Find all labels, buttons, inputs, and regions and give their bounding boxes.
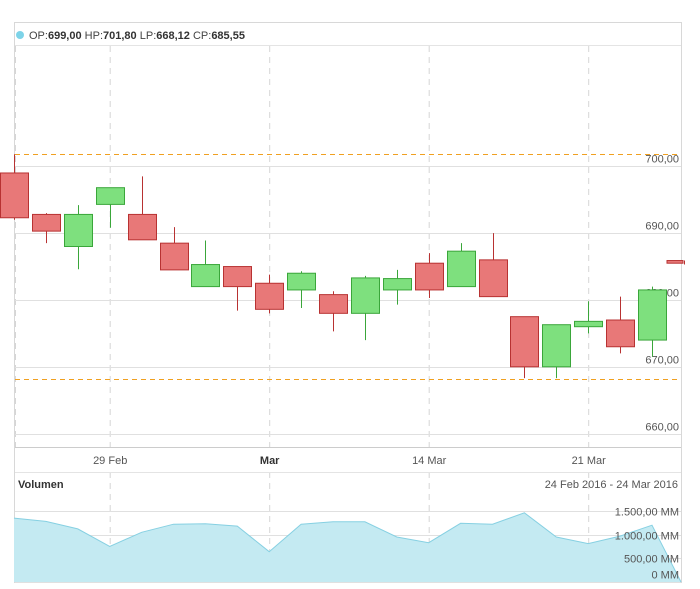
y-tick-label: 670,00 (645, 355, 679, 367)
candle-body (223, 266, 252, 288)
candle[interactable] (447, 243, 476, 288)
candle-body (96, 187, 125, 205)
candles (0, 154, 685, 379)
y-tick-label: 660,00 (645, 422, 679, 434)
candle[interactable] (191, 240, 220, 288)
volume-y-tick-label: 0 MM (652, 570, 680, 582)
candle[interactable] (255, 274, 284, 314)
candle-body (191, 264, 220, 288)
candle[interactable] (574, 301, 603, 334)
candle-body (383, 278, 412, 291)
candle-body (351, 277, 380, 314)
candle-body (447, 250, 476, 288)
volume-y-tick-label: 500,00 MM (624, 554, 679, 566)
candle[interactable] (64, 205, 93, 270)
candle-body (128, 213, 157, 241)
x-tick-label: Mar (260, 455, 280, 467)
candle[interactable] (287, 271, 316, 308)
low-price-label: LP: (140, 30, 157, 42)
candle-body (606, 319, 635, 348)
candle-body (255, 282, 284, 310)
candle-body (510, 316, 539, 368)
candle[interactable] (542, 324, 571, 379)
candle-body (542, 324, 571, 368)
candle[interactable] (160, 227, 189, 271)
candle[interactable] (383, 269, 412, 305)
candle[interactable] (415, 253, 444, 298)
high-price-value: 701,80 (103, 30, 137, 42)
volume-area (13, 512, 682, 583)
volume-y-tick-label: 1.500,00 MM (615, 507, 679, 519)
volume-y-axis: 1.500,00 MM 1.000,00 MM 500,00 MM 0 MM (615, 507, 679, 582)
candle[interactable] (96, 187, 125, 228)
candle[interactable] (351, 275, 380, 341)
price-reference-lines (15, 154, 681, 380)
high-price-label: HP: (85, 30, 103, 42)
ohlc-readout: OP:699,00 HP:701,80 LP:668,12 CP:685,55 (29, 30, 245, 42)
candle-body (479, 259, 508, 298)
candle-body (32, 213, 61, 232)
x-axis-labels: 29 Feb Mar 14 Mar 21 Mar (93, 455, 606, 467)
candle[interactable] (510, 316, 539, 379)
x-tick-label: 29 Feb (93, 455, 127, 467)
candle-body (574, 320, 603, 328)
candle[interactable] (32, 213, 61, 244)
candle-body (0, 172, 29, 219)
candle-body (319, 294, 348, 314)
candle[interactable] (0, 154, 29, 220)
candle-body (64, 213, 93, 247)
open-price-value: 699,00 (48, 30, 82, 42)
candle[interactable] (666, 260, 685, 265)
ohlc-legend-dot (16, 31, 24, 39)
volume-title: Volumen (18, 479, 64, 491)
volume-date-range: 24 Feb 2016 - 24 Mar 2016 (545, 479, 678, 491)
price-grid (15, 46, 681, 582)
x-tick-label: 21 Mar (572, 455, 607, 467)
candle-body (160, 242, 189, 271)
candle[interactable] (223, 266, 252, 311)
open-price-label: OP: (29, 30, 48, 42)
y-tick-label: 700,00 (645, 154, 679, 166)
volume-area-fill (14, 512, 681, 582)
close-price-value: 685,55 (211, 30, 245, 42)
x-tick-label: 14 Mar (412, 455, 447, 467)
candle[interactable] (319, 291, 348, 332)
volume-line (13, 512, 682, 583)
volume-y-tick-label: 1.000,00 MM (615, 531, 679, 543)
y-tick-label: 690,00 (645, 221, 679, 233)
candle-body (638, 289, 667, 341)
candle-body (666, 260, 684, 264)
candle[interactable] (638, 286, 667, 357)
candle[interactable] (479, 233, 508, 298)
candle[interactable] (606, 296, 635, 354)
candle-body (287, 272, 316, 291)
candle[interactable] (128, 176, 157, 241)
close-price-label: CP: (193, 30, 211, 42)
candle-body (415, 262, 444, 291)
low-price-value: 668,12 (156, 30, 190, 42)
